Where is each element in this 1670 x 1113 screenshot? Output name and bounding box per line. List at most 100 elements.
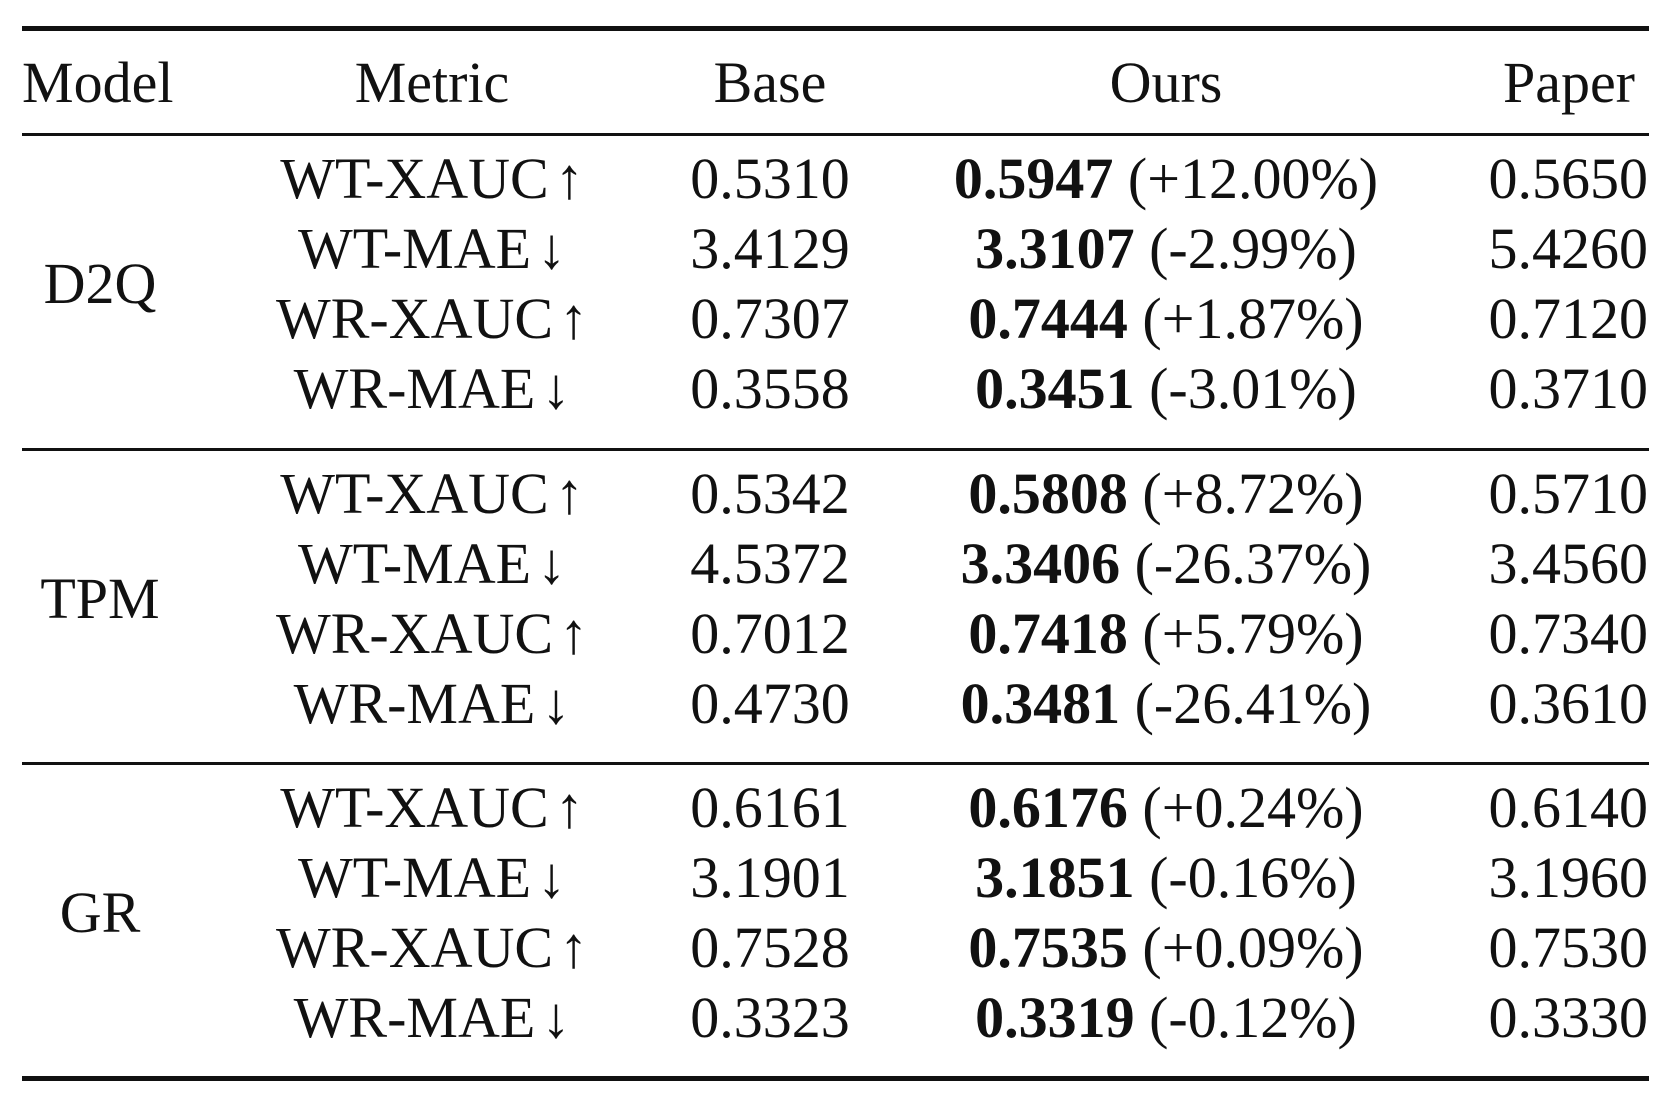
metric-name: WT-XAUC (280, 461, 549, 526)
ours-change: (-0.16%) (1149, 845, 1357, 910)
ours-cell: 0.7418 (+5.79%) (968, 605, 1363, 663)
ours-cell: 0.5808 (+8.72%) (968, 465, 1363, 523)
paper-value: 0.5710 (1488, 461, 1649, 526)
ours-change: (-26.41%) (1134, 671, 1372, 736)
metric-name: WR-MAE (293, 356, 536, 421)
ours-value: 0.6176 (968, 775, 1128, 840)
arrow-up-icon: ↑ (559, 915, 589, 980)
metric-cell: WT-MAE ↓ (298, 535, 566, 593)
ours-value: 0.3319 (975, 985, 1135, 1050)
ours-change: (+5.79%) (1142, 601, 1364, 666)
ours-change: (-26.37%) (1134, 531, 1372, 596)
ours-value: 0.7444 (968, 286, 1128, 351)
arrow-up-icon: ↑ (559, 601, 589, 666)
metric-name: WT-MAE (297, 216, 532, 281)
ours-value: 0.3451 (975, 356, 1135, 421)
model-label: GR (59, 880, 141, 945)
metric-cell: WT-MAE ↓ (298, 220, 566, 278)
metric-cell: WR-MAE ↓ (294, 675, 571, 733)
ours-cell: 3.3107 (-2.99%) (975, 220, 1357, 278)
top-rule (22, 26, 1649, 31)
header-ours: Ours (1109, 50, 1223, 115)
paper-value: 0.5650 (1488, 146, 1649, 211)
metric-name: WR-MAE (293, 671, 536, 736)
base-value: 3.1901 (690, 845, 850, 910)
arrow-down-icon: ↓ (537, 216, 567, 281)
base-value: 0.3558 (690, 356, 850, 421)
arrow-up-icon: ↑ (554, 775, 584, 840)
header-paper: Paper (1502, 50, 1635, 115)
ours-cell: 0.6176 (+0.24%) (968, 779, 1363, 837)
ours-value: 0.5808 (968, 461, 1128, 526)
paper-value: 3.1960 (1488, 845, 1649, 910)
ours-change: (-2.99%) (1149, 216, 1357, 281)
metric-cell: WR-XAUC ↑ (276, 919, 588, 977)
ours-change: (+0.24%) (1142, 775, 1364, 840)
base-value: 0.4730 (690, 671, 850, 736)
ours-value: 3.3107 (975, 216, 1135, 281)
ours-cell: 0.3481 (-26.41%) (961, 675, 1372, 733)
paper-value: 0.3710 (1488, 356, 1649, 421)
ours-cell: 0.3319 (-0.12%) (975, 989, 1357, 1047)
bottom-rule (22, 1076, 1649, 1081)
paper-value: 0.7120 (1488, 286, 1649, 351)
paper-value: 0.3610 (1488, 671, 1649, 736)
metric-name: WR-XAUC (275, 286, 554, 351)
base-value: 0.7307 (690, 286, 850, 351)
metric-cell: WR-XAUC ↑ (276, 290, 588, 348)
group-separator (22, 762, 1649, 765)
metric-cell: WR-MAE ↓ (294, 989, 571, 1047)
metric-name: WR-XAUC (275, 915, 554, 980)
ours-cell: 0.5947 (+12.00%) (954, 150, 1378, 208)
arrow-down-icon: ↓ (541, 671, 571, 736)
base-value: 0.7012 (690, 601, 850, 666)
header-base: Base (713, 50, 827, 115)
base-value: 0.6161 (690, 775, 850, 840)
ours-cell: 3.1851 (-0.16%) (975, 849, 1357, 907)
base-value: 0.3323 (690, 985, 850, 1050)
model-label: D2Q (43, 251, 157, 316)
ours-change: (-0.12%) (1149, 985, 1357, 1050)
metric-name: WT-XAUC (280, 146, 549, 211)
metric-name: WR-MAE (293, 985, 536, 1050)
ours-value: 0.3481 (960, 671, 1121, 736)
ours-change: (+12.00%) (1127, 146, 1379, 211)
paper-value: 0.7340 (1488, 601, 1649, 666)
header-metric: Metric (354, 50, 510, 115)
metric-name: WT-MAE (297, 531, 532, 596)
metric-name: WT-MAE (297, 845, 532, 910)
base-value: 3.4129 (690, 216, 850, 281)
ours-value: 3.1851 (975, 845, 1135, 910)
paper-value: 3.4560 (1488, 531, 1649, 596)
ours-change: (+1.87%) (1142, 286, 1364, 351)
base-value: 4.5372 (690, 531, 850, 596)
metric-cell: WT-XAUC ↑ (280, 150, 584, 208)
ours-cell: 3.3406 (-26.37%) (961, 535, 1372, 593)
paper-value: 0.6140 (1488, 775, 1649, 840)
metric-cell: WT-XAUC ↑ (280, 465, 584, 523)
metric-name: WR-XAUC (275, 601, 554, 666)
ours-value: 0.7535 (968, 915, 1128, 980)
model-label: TPM (40, 566, 160, 631)
arrow-down-icon: ↓ (541, 356, 571, 421)
header-model: Model (22, 50, 174, 115)
ours-cell: 0.3451 (-3.01%) (975, 360, 1357, 418)
ours-value: 0.7418 (968, 601, 1128, 666)
paper-value: 5.4260 (1488, 216, 1649, 281)
metric-cell: WT-MAE ↓ (298, 849, 566, 907)
ours-change: (-3.01%) (1149, 356, 1357, 421)
arrow-up-icon: ↑ (559, 286, 589, 351)
arrow-down-icon: ↓ (541, 985, 571, 1050)
ours-value: 0.5947 (953, 146, 1114, 211)
ours-change: (+0.09%) (1142, 915, 1364, 980)
metric-cell: WR-XAUC ↑ (276, 605, 588, 663)
base-value: 0.5342 (690, 461, 850, 526)
ours-change: (+8.72%) (1142, 461, 1364, 526)
arrow-down-icon: ↓ (537, 531, 567, 596)
arrow-up-icon: ↑ (554, 461, 584, 526)
paper-value: 0.7530 (1488, 915, 1649, 980)
paper-value: 0.3330 (1488, 985, 1649, 1050)
ours-cell: 0.7444 (+1.87%) (968, 290, 1363, 348)
header-rule (22, 133, 1649, 136)
arrow-up-icon: ↑ (554, 146, 584, 211)
